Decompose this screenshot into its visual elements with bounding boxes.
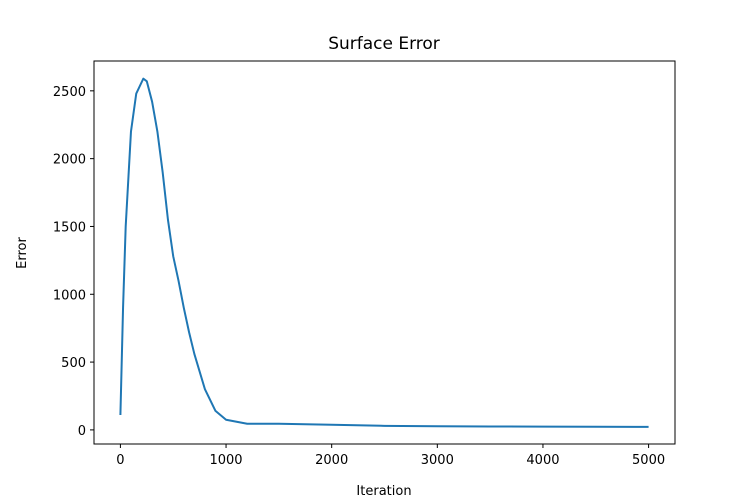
x-tick-label: 4000 — [526, 453, 559, 468]
x-tick-label: 0 — [116, 453, 124, 468]
line — [119, 77, 649, 428]
chart-title: Surface Error — [328, 34, 440, 54]
y-tick-label: 2500 — [53, 85, 86, 100]
x-tick-label: 2000 — [315, 453, 348, 468]
y-axis-label: Error — [15, 237, 30, 269]
x-axis-label: Iteration — [356, 484, 411, 499]
y-tick-label: 1000 — [53, 288, 86, 303]
y-tick-label: 500 — [61, 356, 86, 371]
y-tick-label: 2000 — [53, 153, 86, 168]
y-tick-label: 0 — [78, 424, 86, 439]
x-tick-label: 5000 — [632, 453, 665, 468]
plot-frame — [93, 60, 676, 445]
y-tick-label: 1500 — [53, 220, 86, 235]
x-tick-label: 3000 — [421, 453, 454, 468]
x-tick-label: 1000 — [209, 453, 242, 468]
